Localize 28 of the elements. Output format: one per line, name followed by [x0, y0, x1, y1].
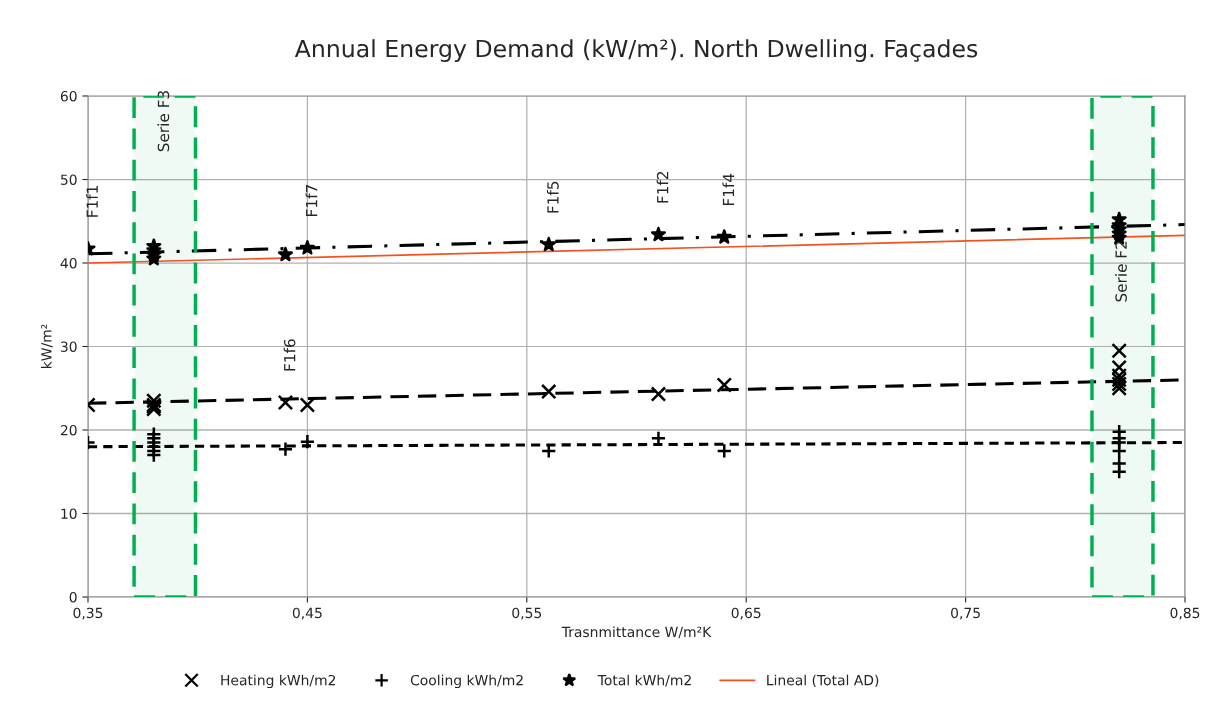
annotation: F1f4 — [722, 173, 735, 206]
band-label: Serie F2 — [1115, 241, 1127, 302]
annotation: F1f1 — [86, 186, 98, 217]
x-tick-label: 0,75 — [951, 607, 980, 620]
annotation: F1f5 — [546, 181, 559, 213]
legend-label: Heating kWh/m2 — [221, 674, 336, 689]
y-axis-title: kW/m² — [40, 324, 53, 369]
x-tick-label: 0,85 — [1170, 607, 1200, 620]
y-tick-label: 0 — [69, 591, 77, 603]
y-tick-label: 30 — [60, 341, 77, 352]
legend-label: Cooling kWh/m2 — [410, 674, 523, 689]
y-tick-label: 60 — [60, 90, 77, 102]
y-tick-label: 20 — [60, 424, 77, 436]
annotation: F1f7 — [305, 185, 318, 216]
y-tick-label: 50 — [60, 174, 77, 185]
x-tick-label: 0,55 — [512, 607, 542, 620]
x-tick-label: 0,65 — [731, 607, 761, 620]
band-label: Serie F3 — [157, 91, 170, 152]
x-axis-title: Trasnmittance W/m²K — [561, 626, 712, 639]
y-tick-label: 10 — [61, 508, 77, 519]
legend-label: Lineal (Total AD) — [767, 674, 879, 688]
annotation: F1f6 — [283, 339, 296, 371]
y-tick-label: 40 — [60, 257, 77, 269]
legend-label: Total kWh/m2 — [597, 674, 691, 687]
x-tick-label: 0,45 — [292, 607, 322, 620]
chart-title: Annual Energy Demand (kW/m²). North Dwelling. Façades — [294, 39, 978, 63]
annotation: F1f2 — [656, 171, 669, 203]
x-tick-label: 0,35 — [73, 607, 103, 620]
